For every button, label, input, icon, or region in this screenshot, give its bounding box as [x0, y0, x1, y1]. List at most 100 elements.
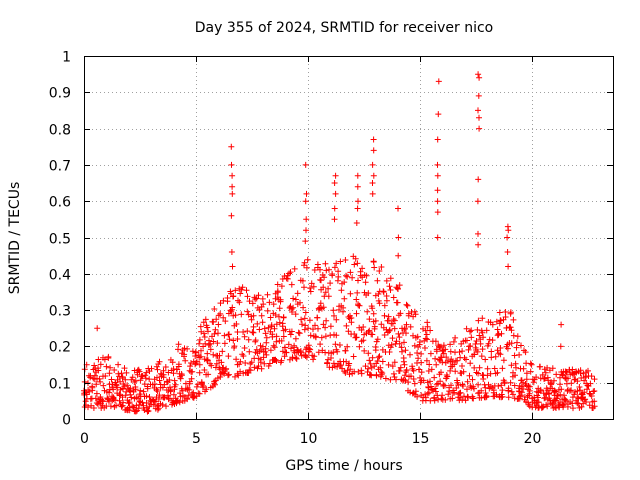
data-point: [591, 376, 598, 383]
data-point: [491, 365, 498, 372]
data-point: [551, 377, 557, 384]
data-point: [210, 351, 217, 358]
data-point: [320, 304, 327, 311]
data-point: [363, 272, 370, 279]
data-point: [278, 357, 285, 364]
data-point: [92, 395, 99, 402]
data-point: [578, 403, 585, 410]
data-point: [132, 386, 139, 393]
data-point: [204, 350, 211, 357]
data-point: [480, 334, 487, 341]
data-point: [395, 252, 402, 259]
data-point: [252, 338, 259, 345]
data-point: [221, 340, 228, 347]
data-point: [139, 373, 146, 379]
data-point: [427, 327, 434, 334]
data-point: [456, 390, 463, 397]
data-point: [310, 356, 317, 363]
data-point: [446, 388, 453, 395]
data-point: [498, 330, 505, 337]
data-point: [539, 371, 546, 378]
data-point: [497, 351, 504, 358]
data-point: [317, 341, 324, 348]
data-point: [329, 364, 336, 371]
data-point: [299, 321, 305, 328]
data-point: [85, 404, 91, 411]
data-point: [535, 399, 542, 406]
data-point: [193, 383, 200, 390]
data-point: [370, 136, 377, 143]
data-point: [369, 331, 376, 338]
data-point: [294, 290, 301, 297]
data-point: [469, 376, 476, 383]
data-point: [234, 329, 241, 335]
data-point: [274, 289, 281, 296]
data-point: [442, 346, 449, 353]
data-point: [523, 376, 530, 383]
data-point: [343, 272, 349, 279]
data-point: [264, 291, 271, 298]
data-point: [249, 329, 256, 336]
data-point: [427, 378, 433, 385]
data-point: [479, 315, 486, 322]
data-point: [346, 371, 353, 378]
data-point: [507, 379, 514, 386]
data-point: [578, 375, 585, 381]
data-point: [485, 340, 492, 347]
data-point: [422, 335, 429, 342]
data-point: [291, 265, 298, 272]
data-point: [222, 318, 229, 325]
data-point: [93, 390, 100, 397]
data-point: [369, 305, 376, 312]
data-point: [494, 332, 501, 339]
data-point: [107, 403, 114, 410]
x-tick-label: 0: [80, 431, 89, 447]
data-point: [241, 333, 248, 340]
data-point: [587, 380, 594, 387]
data-point: [231, 343, 238, 350]
data-point: [337, 362, 344, 369]
data-point: [151, 381, 158, 388]
data-point: [582, 396, 589, 403]
data-point: [441, 382, 448, 389]
data-point: [297, 299, 303, 306]
data-point: [329, 271, 336, 277]
data-point: [508, 327, 515, 334]
data-point: [489, 337, 496, 344]
data-point: [379, 370, 386, 377]
data-point: [452, 368, 459, 375]
data-point: [159, 401, 166, 408]
data-point: [306, 317, 313, 324]
data-point: [228, 212, 235, 219]
data-point: [172, 381, 179, 388]
data-point: [459, 348, 466, 355]
data-point: [303, 354, 310, 361]
data-point: [152, 398, 159, 405]
data-point: [500, 357, 507, 364]
data-point: [432, 388, 439, 395]
data-point: [305, 325, 312, 332]
data-point: [370, 147, 377, 154]
data-point: [282, 344, 288, 351]
data-point: [514, 333, 521, 340]
data-point: [552, 388, 559, 395]
data-point: [107, 364, 114, 371]
data-point: [167, 388, 174, 395]
data-point: [171, 377, 178, 384]
data-point: [148, 365, 155, 372]
data-point: [510, 332, 517, 339]
data-point: [106, 389, 113, 396]
data-point: [373, 371, 380, 378]
data-point: [299, 277, 306, 284]
data-point: [173, 398, 180, 405]
data-point: [293, 355, 300, 362]
data-point: [434, 187, 441, 194]
data-point: [382, 375, 389, 382]
data-point: [372, 347, 379, 354]
data-point: [116, 391, 123, 398]
data-point: [418, 350, 425, 357]
data-point: [394, 299, 401, 306]
data-point: [450, 338, 457, 345]
data-point: [259, 319, 266, 326]
data-point: [487, 370, 494, 377]
